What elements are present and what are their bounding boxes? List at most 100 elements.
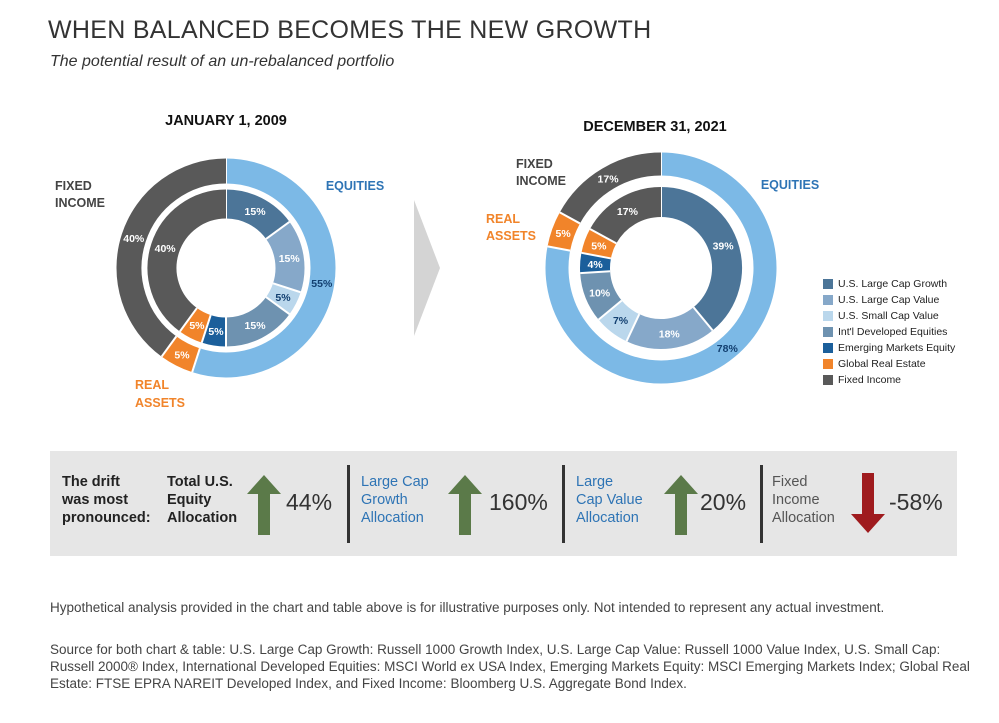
legend-label: U.S. Large Cap Value — [838, 294, 940, 306]
chart2-inner-label-u-s-large-cap-value: 18% — [659, 328, 681, 340]
up-arrow-icon — [664, 475, 698, 535]
chart1-outer-slice-divider — [160, 335, 178, 358]
drift-label-line: Large Cap — [361, 474, 429, 490]
drift-value-fixed-income: -58% — [889, 489, 943, 515]
divider — [562, 465, 565, 543]
chart1-inner-slice-divider — [265, 221, 291, 240]
chart2-inner-slice-divider — [581, 251, 612, 260]
chart2-inner-label-int-l-developed-equities: 10% — [589, 287, 611, 299]
legend-swatch — [823, 375, 833, 385]
chart2-title: DECEMBER 31, 2021 — [583, 119, 726, 135]
legend-item: U.S. Small Cap Value — [823, 308, 955, 324]
chart1-inner-label-fixed-income: 40% — [155, 243, 177, 255]
drift-label-line: Fixed — [772, 474, 808, 490]
chart2-outer-label-equities: 78% — [717, 343, 739, 355]
down-arrow-icon — [851, 473, 885, 533]
up-arrow-icon — [247, 475, 281, 535]
drift-label-line: Allocation — [167, 510, 238, 526]
donut-charts: JANUARY 1, 200955%5%40%15%15%5%15%5%5%40… — [55, 113, 819, 410]
chart2-outer-slice-divider — [547, 245, 571, 252]
chart1-annotation-equities: EQUITIES — [326, 179, 384, 193]
drift-intro-line: was most — [62, 492, 129, 508]
chart1-annotation-assets: ASSETS — [135, 396, 185, 410]
legend-item: U.S. Large Cap Value — [823, 292, 955, 308]
chart1-annotation-fixed: FIXED — [55, 179, 92, 193]
chart1-inner-slice-fixed-income — [147, 189, 227, 332]
chart2-inner-slice-u-s-large-cap-growth — [660, 187, 742, 331]
chart1-outer-label-equities: 55% — [311, 278, 333, 290]
legend-label: Emerging Markets Equity — [838, 342, 956, 354]
legend-item: Global Real Estate — [823, 356, 955, 372]
chart1-title: JANUARY 1, 2009 — [165, 113, 287, 129]
drift-label-line: Equity — [167, 492, 212, 508]
legend-swatch — [823, 279, 833, 289]
drift-panel: The drift was most pronounced: Total U.S… — [50, 451, 957, 556]
chart1-outer-slice-fixed-income — [116, 158, 227, 357]
legend-label: Fixed Income — [838, 374, 902, 386]
source-text: Source for both chart & table: U.S. Larg… — [50, 642, 970, 691]
chart2-inner-label-global-real-estate: 5% — [591, 241, 607, 253]
chart2-inner-slice-fixed-income — [590, 187, 662, 245]
drift-label-line: Allocation — [772, 510, 835, 526]
chart-legend: U.S. Large Cap Growth U.S. Large Cap Valu… — [823, 276, 955, 388]
chart2-inner-label-fixed-income: 17% — [617, 206, 639, 218]
chart1-inner-slice-divider — [200, 314, 212, 343]
chart1-inner-slice-u-s-large-cap-value — [265, 221, 305, 293]
drift-label-fixed-income: Fixed Income Allocation — [772, 473, 862, 527]
chart2-inner-slice-divider — [625, 313, 641, 342]
drift-label-line: Growth — [361, 492, 408, 508]
drift-label-large-cap-growth: Large Cap Growth Allocation — [361, 473, 451, 527]
divider — [347, 465, 350, 543]
chart1-outer-slice-divider — [191, 348, 201, 373]
page-subtitle: The potential result of an un-rebalanced… — [50, 53, 395, 70]
drift-label-line: Cap Value — [576, 492, 643, 508]
chart1-outer-label-fixed-income: 40% — [123, 233, 145, 245]
drift-label-line: Large — [576, 474, 614, 490]
disclaimer-text: Hypothetical analysis provided in the ch… — [50, 600, 885, 615]
chart1-inner-slice-int-l-developed-equities — [225, 296, 290, 347]
legend-item: Int'l Developed Equities — [823, 324, 955, 340]
legend-swatch — [823, 327, 833, 337]
chart1-inner-label-u-s-large-cap-value: 15% — [279, 253, 301, 265]
chart1-inner-slice-divider — [272, 282, 301, 294]
legend-label: Int'l Developed Equities — [838, 326, 948, 338]
drift-label-large-cap-value: Large Cap Value Allocation — [576, 473, 666, 527]
legend-item: U.S. Large Cap Growth — [823, 276, 955, 292]
drift-label-total-us-equity: Total U.S. Equity Allocation — [167, 473, 237, 527]
up-arrow-icon — [448, 475, 482, 535]
legend-swatch — [823, 295, 833, 305]
legend-swatch — [823, 343, 833, 353]
page-title: WHEN BALANCED BECOMES THE NEW GROWTH — [48, 16, 652, 44]
legend-item: Fixed Income — [823, 372, 955, 388]
drift-intro-line: pronounced: — [62, 510, 151, 526]
chart2-inner-slice-int-l-developed-equities — [580, 270, 623, 320]
chart2-inner-label-u-s-small-cap-value: 7% — [613, 315, 629, 327]
chart1-outer-slice-equities — [192, 158, 336, 378]
chart1-inner-label-emerging-markets-equity: 5% — [208, 326, 224, 338]
chart2-outer-slice-equities — [545, 152, 777, 384]
chart1-inner-label-u-s-small-cap-value: 5% — [275, 292, 291, 304]
legend-swatch — [823, 359, 833, 369]
chart1-inner-label-u-s-large-cap-growth: 15% — [245, 206, 267, 218]
chart2-annotation-income: INCOME — [516, 174, 566, 188]
chart2-inner-label-u-s-large-cap-growth: 39% — [713, 241, 735, 253]
chart1-inner-slice-divider — [265, 296, 291, 315]
chart1-inner-slice-u-s-large-cap-growth — [225, 189, 290, 240]
drift-value-large-cap-growth: 160% — [489, 489, 548, 515]
legend-swatch — [823, 311, 833, 321]
transition-arrow-icon — [414, 200, 440, 336]
chart1-annotation-income: INCOME — [55, 196, 105, 210]
drift-label-line: Total U.S. — [167, 474, 233, 490]
drift-intro: The drift was most pronounced: — [62, 473, 151, 527]
chart2-inner-slice-divider — [589, 228, 617, 245]
chart2-annotation-assets: ASSETS — [486, 229, 536, 243]
chart2-annotation-fixed: FIXED — [516, 157, 553, 171]
divider — [760, 465, 763, 543]
drift-value-large-cap-value: 20% — [700, 489, 747, 515]
chart2-outer-slice-fixed-income — [559, 152, 662, 224]
chart2-outer-slice-divider — [559, 211, 581, 225]
chart2-inner-slice-u-s-large-cap-value — [626, 306, 713, 349]
drift-label-line: Allocation — [361, 510, 424, 526]
chart1-outer-label-real-assets: 5% — [174, 349, 190, 361]
chart2-inner-slice-divider — [692, 306, 714, 332]
